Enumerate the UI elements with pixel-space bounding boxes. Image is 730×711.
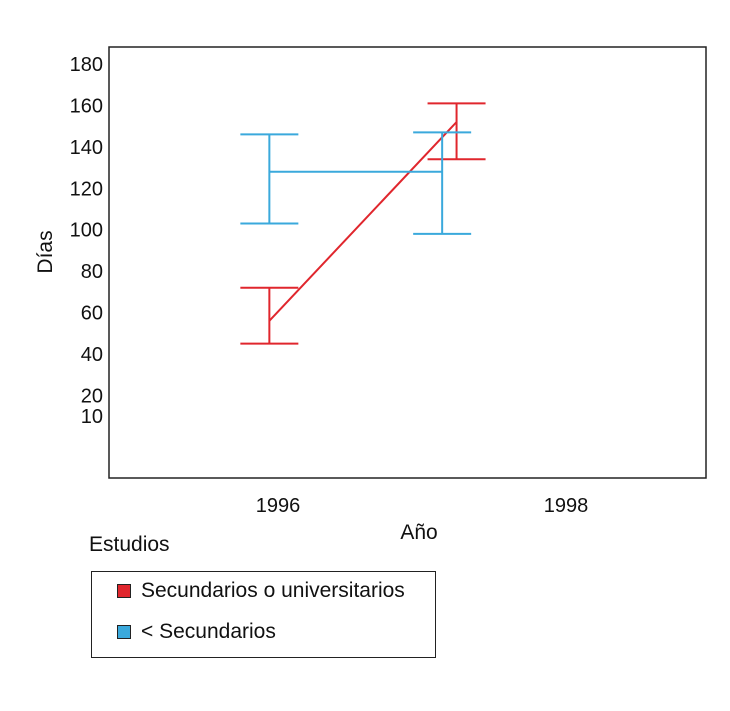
- legend-label: Secundarios o universitarios: [141, 579, 405, 602]
- legend-item-series-0: Secundarios o universitarios: [117, 579, 405, 603]
- x-axis: 1996 1998: [256, 495, 589, 517]
- y-tick-label: 60: [81, 303, 103, 325]
- y-tick-label: 10: [81, 406, 103, 428]
- y-tick-label: 20: [81, 385, 103, 407]
- y-tick-label: 160: [70, 95, 103, 117]
- series-line-0: [268, 121, 458, 322]
- y-tick-label: 180: [70, 54, 103, 76]
- legend-label: < Secundarios: [141, 620, 276, 643]
- series-layer: [240, 102, 486, 345]
- y-tick-label: 140: [70, 137, 103, 159]
- x-tick-label: 1998: [544, 495, 589, 517]
- legend-item-series-1: < Secundarios: [117, 620, 276, 644]
- x-axis-title: Año: [400, 521, 437, 544]
- legend-swatch-red: [117, 584, 131, 598]
- y-tick-label: 40: [81, 344, 103, 366]
- y-tick-label: 100: [70, 220, 103, 242]
- legend: Secundarios o universitarios < Secundari…: [91, 571, 436, 658]
- y-tick-label: 120: [70, 178, 103, 200]
- plot-area: [108, 46, 707, 479]
- y-tick-label: 80: [81, 261, 103, 283]
- x-tick-label: 1996: [256, 495, 301, 517]
- y-axis-title: Días: [34, 230, 57, 273]
- legend-swatch-blue: [117, 625, 131, 639]
- legend-title: Estudios: [89, 533, 170, 556]
